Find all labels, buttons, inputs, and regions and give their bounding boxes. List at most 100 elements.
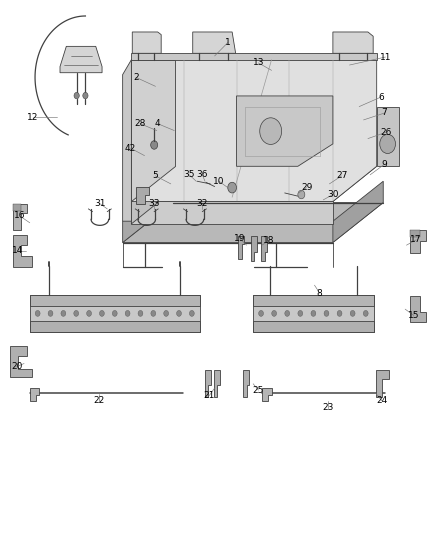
Polygon shape bbox=[261, 236, 267, 261]
Polygon shape bbox=[60, 46, 102, 72]
Circle shape bbox=[99, 310, 104, 316]
Text: 12: 12 bbox=[27, 113, 39, 122]
Text: 32: 32 bbox=[197, 199, 208, 208]
Polygon shape bbox=[10, 346, 32, 377]
Text: 2: 2 bbox=[133, 73, 138, 82]
Circle shape bbox=[189, 310, 194, 316]
Polygon shape bbox=[253, 295, 374, 306]
Circle shape bbox=[35, 310, 40, 316]
Polygon shape bbox=[30, 388, 39, 401]
Circle shape bbox=[74, 310, 78, 316]
Polygon shape bbox=[123, 181, 173, 243]
Polygon shape bbox=[132, 32, 161, 53]
Polygon shape bbox=[131, 60, 175, 201]
Polygon shape bbox=[30, 321, 200, 332]
Circle shape bbox=[228, 182, 237, 193]
Polygon shape bbox=[205, 370, 211, 397]
Polygon shape bbox=[333, 32, 373, 53]
Polygon shape bbox=[13, 204, 21, 211]
Circle shape bbox=[87, 310, 92, 316]
Circle shape bbox=[285, 310, 290, 316]
Polygon shape bbox=[253, 295, 374, 332]
Circle shape bbox=[260, 118, 282, 144]
Polygon shape bbox=[131, 166, 377, 201]
Polygon shape bbox=[377, 107, 399, 166]
Circle shape bbox=[164, 310, 169, 316]
Polygon shape bbox=[193, 32, 236, 53]
Text: 17: 17 bbox=[410, 236, 422, 244]
Polygon shape bbox=[253, 321, 374, 332]
Polygon shape bbox=[237, 96, 333, 166]
Text: 21: 21 bbox=[204, 391, 215, 400]
Text: 11: 11 bbox=[380, 53, 391, 61]
Circle shape bbox=[350, 310, 355, 316]
Text: 26: 26 bbox=[381, 128, 392, 136]
Text: 1: 1 bbox=[225, 38, 231, 47]
Circle shape bbox=[61, 310, 66, 316]
Text: 15: 15 bbox=[408, 311, 420, 320]
Text: 42: 42 bbox=[125, 144, 136, 152]
Text: 13: 13 bbox=[253, 59, 264, 67]
Polygon shape bbox=[376, 370, 389, 397]
Polygon shape bbox=[131, 201, 333, 224]
Text: 28: 28 bbox=[134, 119, 146, 128]
Polygon shape bbox=[251, 236, 257, 261]
Text: 31: 31 bbox=[94, 199, 106, 208]
Circle shape bbox=[112, 310, 117, 316]
Text: 14: 14 bbox=[12, 246, 23, 255]
Circle shape bbox=[83, 92, 88, 99]
Circle shape bbox=[258, 310, 263, 316]
Text: 22: 22 bbox=[93, 397, 104, 405]
Polygon shape bbox=[30, 295, 200, 306]
Circle shape bbox=[151, 141, 158, 149]
Text: 10: 10 bbox=[213, 177, 225, 185]
Polygon shape bbox=[123, 203, 383, 243]
Text: 6: 6 bbox=[378, 93, 384, 101]
Circle shape bbox=[298, 190, 305, 199]
Text: 35: 35 bbox=[184, 171, 195, 179]
Text: 27: 27 bbox=[336, 172, 347, 180]
Circle shape bbox=[380, 134, 396, 154]
Text: 4: 4 bbox=[155, 119, 160, 128]
Circle shape bbox=[74, 92, 79, 99]
Polygon shape bbox=[262, 388, 272, 401]
Circle shape bbox=[363, 310, 368, 316]
Text: 9: 9 bbox=[381, 160, 388, 168]
Circle shape bbox=[311, 310, 316, 316]
Circle shape bbox=[298, 310, 303, 316]
Polygon shape bbox=[13, 235, 32, 266]
Text: 8: 8 bbox=[317, 289, 323, 297]
Polygon shape bbox=[410, 230, 420, 237]
Circle shape bbox=[324, 310, 329, 316]
Polygon shape bbox=[131, 166, 175, 224]
Text: 36: 36 bbox=[197, 171, 208, 179]
Text: 18: 18 bbox=[263, 237, 274, 245]
Text: 19: 19 bbox=[234, 235, 246, 243]
Circle shape bbox=[272, 310, 276, 316]
Circle shape bbox=[151, 310, 156, 316]
Text: 23: 23 bbox=[322, 403, 333, 412]
Polygon shape bbox=[30, 295, 200, 332]
Polygon shape bbox=[136, 187, 149, 204]
Polygon shape bbox=[131, 60, 377, 201]
Text: 16: 16 bbox=[14, 212, 25, 220]
Polygon shape bbox=[333, 181, 383, 243]
Text: 24: 24 bbox=[376, 397, 388, 405]
Polygon shape bbox=[131, 53, 377, 60]
Circle shape bbox=[337, 310, 342, 316]
Polygon shape bbox=[410, 296, 426, 322]
Text: 7: 7 bbox=[381, 109, 388, 117]
Polygon shape bbox=[238, 236, 244, 259]
Circle shape bbox=[125, 310, 130, 316]
Polygon shape bbox=[13, 204, 27, 230]
Circle shape bbox=[177, 310, 181, 316]
Circle shape bbox=[48, 310, 53, 316]
Text: 33: 33 bbox=[148, 199, 160, 208]
Text: 20: 20 bbox=[11, 362, 22, 371]
Polygon shape bbox=[214, 370, 220, 397]
Text: 30: 30 bbox=[327, 190, 339, 199]
Text: 5: 5 bbox=[152, 172, 159, 180]
Text: 29: 29 bbox=[301, 183, 312, 192]
Polygon shape bbox=[243, 370, 249, 397]
Polygon shape bbox=[123, 60, 131, 221]
